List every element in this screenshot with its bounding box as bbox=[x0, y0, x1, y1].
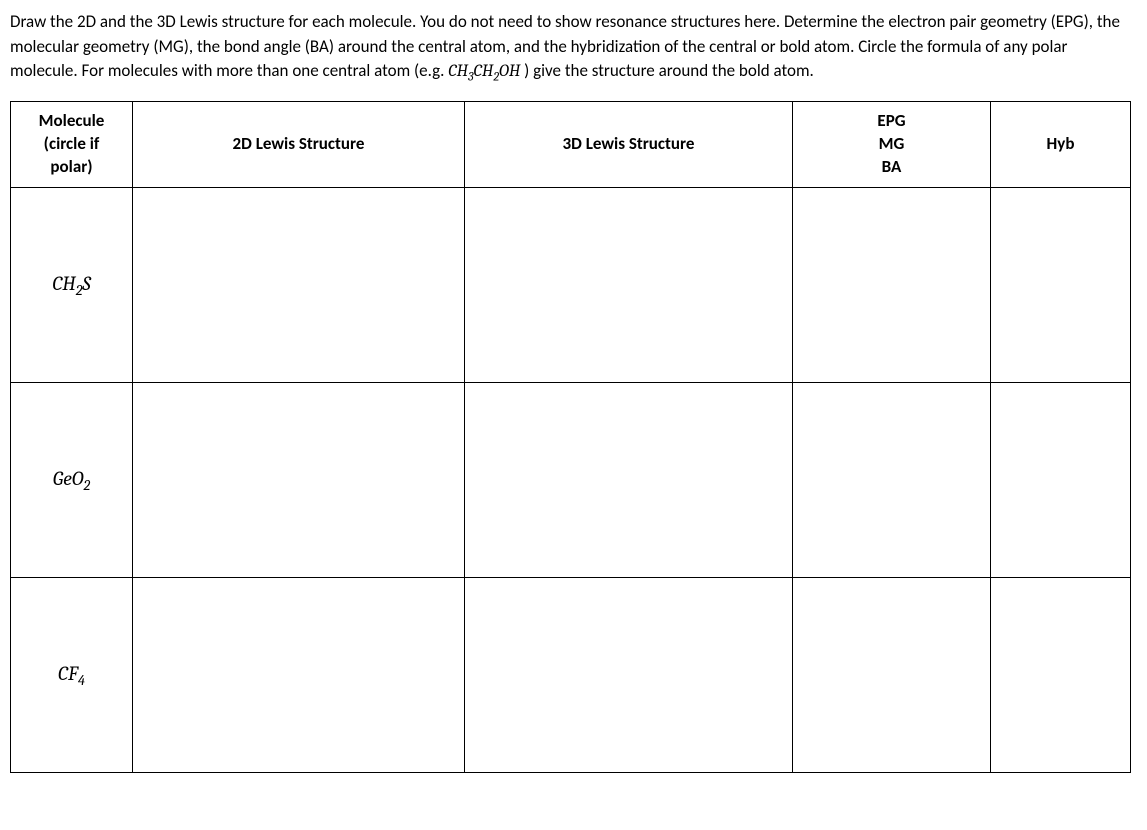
table-row: CF4 bbox=[11, 578, 1131, 773]
molecule-cell: CF4 bbox=[11, 578, 133, 773]
header-molecule-l1: Molecule bbox=[15, 110, 128, 133]
molecule-cell: CH2S bbox=[11, 188, 133, 383]
epg-cell bbox=[793, 383, 991, 578]
header-molecule: Molecule (circle if polar) bbox=[11, 102, 133, 188]
lewis-2d-cell bbox=[133, 383, 465, 578]
header-row: Molecule (circle if polar) 2D Lewis Stru… bbox=[11, 102, 1131, 188]
worksheet-table: Molecule (circle if polar) 2D Lewis Stru… bbox=[10, 101, 1131, 773]
molecule-formula: CH2S bbox=[52, 272, 90, 295]
molecule-formula: GeO2 bbox=[53, 467, 90, 490]
molecule-cell: GeO2 bbox=[11, 383, 133, 578]
hyb-cell bbox=[991, 383, 1131, 578]
table-row: CH2S bbox=[11, 188, 1131, 383]
header-3d: 3D Lewis Structure bbox=[465, 102, 793, 188]
epg-cell bbox=[793, 578, 991, 773]
lewis-3d-cell bbox=[465, 578, 793, 773]
header-2d: 2D Lewis Structure bbox=[133, 102, 465, 188]
table-body: CH2S GeO2 CF4 bbox=[11, 188, 1131, 773]
epg-cell bbox=[793, 188, 991, 383]
lewis-2d-cell bbox=[133, 578, 465, 773]
header-epg-l2: MG bbox=[797, 133, 986, 156]
header-molecule-l3: polar) bbox=[15, 156, 128, 179]
table-row: GeO2 bbox=[11, 383, 1131, 578]
molecule-formula: CF4 bbox=[58, 662, 85, 685]
hyb-cell bbox=[991, 578, 1131, 773]
header-hyb: Hyb bbox=[991, 102, 1131, 188]
lewis-3d-cell bbox=[465, 383, 793, 578]
header-epg-l3: BA bbox=[797, 156, 986, 179]
instructions-paragraph: Draw the 2D and the 3D Lewis structure f… bbox=[4, 10, 1143, 87]
instructions-example-formula: CH3CH2OH bbox=[448, 62, 520, 81]
instructions-part2: ) give the structure around the bold ato… bbox=[524, 60, 814, 81]
lewis-2d-cell bbox=[133, 188, 465, 383]
lewis-3d-cell bbox=[465, 188, 793, 383]
hyb-cell bbox=[991, 188, 1131, 383]
header-epg: EPG MG BA bbox=[793, 102, 991, 188]
header-molecule-l2: (circle if bbox=[15, 133, 128, 156]
header-epg-l1: EPG bbox=[797, 110, 986, 133]
